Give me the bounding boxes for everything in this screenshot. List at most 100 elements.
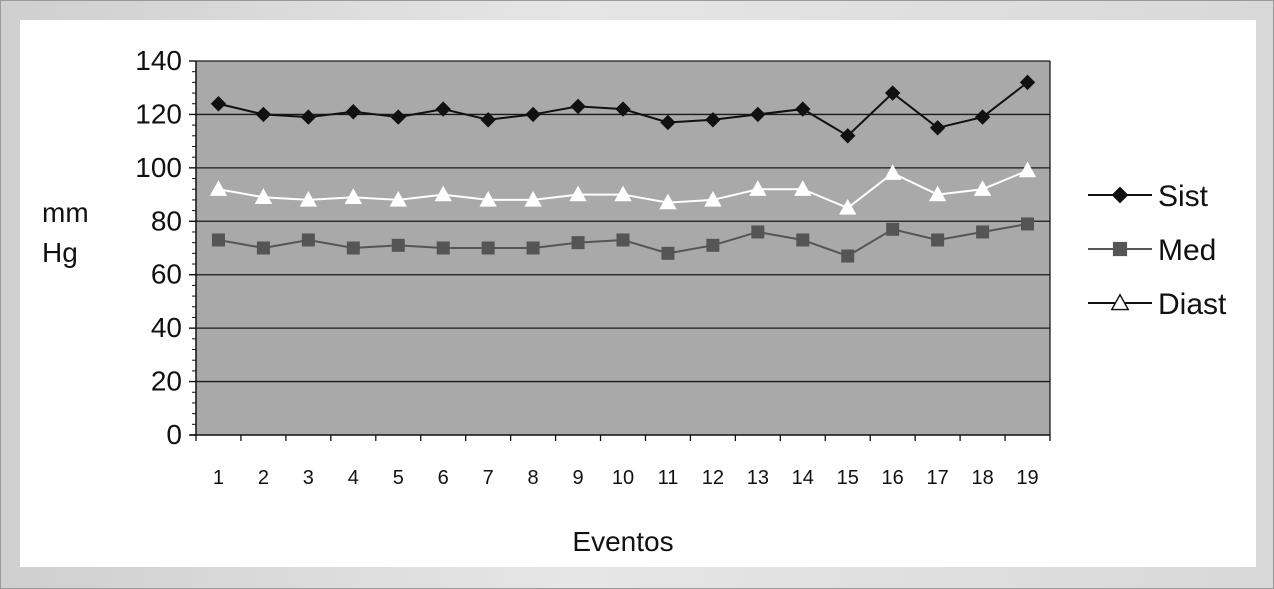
point-Med-17 xyxy=(931,233,945,247)
legend-marker-Sist xyxy=(1111,186,1129,204)
point-Diast-13 xyxy=(749,180,767,196)
point-Med-14 xyxy=(796,233,810,247)
point-Diast-3 xyxy=(299,190,318,207)
point-Sist-16 xyxy=(884,85,901,101)
legend-item-Diast: Diast xyxy=(1088,288,1227,321)
point-Med-15 xyxy=(841,249,855,263)
y-tick-label-60: 60 xyxy=(151,259,182,290)
legend: Sist Med Diast xyxy=(1088,180,1227,321)
x-tick-labels: 1 2 3 4 5 6 7 8 9 10 11 12 13 14 15 16 17 18 19 xyxy=(213,467,1039,489)
y-axis-label-line-2: Hg xyxy=(42,237,78,268)
point-Med-9 xyxy=(571,236,585,250)
point-Med-5 xyxy=(391,238,405,252)
point-Diast-18 xyxy=(973,180,992,196)
point-Diast-10 xyxy=(614,185,632,202)
x-tick-label-11: 11 xyxy=(658,467,679,489)
plot-area xyxy=(196,61,1050,435)
point-Med-10 xyxy=(616,233,630,247)
point-Diast-7 xyxy=(479,190,497,207)
series-Med xyxy=(211,217,1035,263)
x-tick-label-2: 2 xyxy=(258,467,269,489)
legend-item-Sist: Sist xyxy=(1088,180,1209,213)
x-tick-label-8: 8 xyxy=(528,467,539,489)
x-tick-label-5: 5 xyxy=(393,467,404,489)
point-Sist-5 xyxy=(390,109,406,125)
x-tick-label-15: 15 xyxy=(837,467,859,489)
point-Diast-6 xyxy=(434,185,452,202)
x-axis-label: Eventos xyxy=(572,526,673,557)
point-Diast-15 xyxy=(839,198,857,215)
chart-panel: 0 20 40 60 80 100 120 140 1 2 3 4 5 6 7 8 9 10 11 12 13 14 15… xyxy=(20,20,1256,567)
x-tick-label-6: 6 xyxy=(438,467,449,489)
point-Diast-5 xyxy=(389,190,407,207)
legend-label-Diast: Diast xyxy=(1158,288,1227,321)
point-Sist-7 xyxy=(480,112,496,128)
point-Sist-19 xyxy=(1019,74,1036,91)
x-tick-label-12: 12 xyxy=(702,467,724,489)
x-tick-label-4: 4 xyxy=(348,467,359,489)
y-tick-label-40: 40 xyxy=(151,312,182,343)
point-Med-11 xyxy=(661,246,675,260)
y-tick-labels: 0 20 40 60 80 100 120 140 xyxy=(135,45,182,450)
point-Med-8 xyxy=(526,241,540,255)
point-Med-19 xyxy=(1021,217,1035,231)
y-tick-label-100: 100 xyxy=(135,152,182,183)
point-Diast-9 xyxy=(569,185,587,202)
point-Diast-8 xyxy=(524,190,542,207)
y-axis-label-line-1: mm xyxy=(42,197,89,228)
y-tick-label-0: 0 xyxy=(166,419,182,450)
point-Med-13 xyxy=(751,225,765,239)
point-Diast-14 xyxy=(794,180,812,196)
point-Sist-9 xyxy=(570,98,586,115)
point-Diast-2 xyxy=(254,188,273,204)
point-Diast-11 xyxy=(659,193,677,210)
point-Med-1 xyxy=(211,233,225,247)
point-Sist-13 xyxy=(750,106,766,123)
y-tick-label-20: 20 xyxy=(151,366,182,397)
point-Sist-6 xyxy=(435,101,451,117)
point-Sist-10 xyxy=(615,101,631,117)
point-Sist-8 xyxy=(525,106,541,123)
legend-label-Sist: Sist xyxy=(1158,180,1209,213)
series-group xyxy=(209,74,1037,263)
legend-marker-Med xyxy=(1112,241,1128,257)
point-Med-2 xyxy=(256,241,270,255)
x-tick-label-9: 9 xyxy=(572,467,583,489)
series-Diast xyxy=(209,161,1037,215)
point-Med-16 xyxy=(886,222,900,236)
point-Sist-14 xyxy=(795,101,811,117)
x-tick-label-14: 14 xyxy=(792,467,814,489)
point-Diast-16 xyxy=(883,164,902,180)
point-Diast-17 xyxy=(928,185,947,202)
point-Sist-4 xyxy=(345,104,362,120)
y-tick-label-140: 140 xyxy=(135,45,182,76)
point-Sist-11 xyxy=(660,114,676,131)
x-tick-label-3: 3 xyxy=(303,467,314,489)
x-tick-label-1: 1 xyxy=(213,467,224,489)
x-tick-label-17: 17 xyxy=(927,467,949,489)
legend-label-Med: Med xyxy=(1158,234,1216,267)
x-tick-label-10: 10 xyxy=(612,467,634,489)
x-tick-label-13: 13 xyxy=(747,467,769,489)
point-Diast-19 xyxy=(1018,161,1037,178)
point-Sist-17 xyxy=(929,120,946,136)
x-tick-label-16: 16 xyxy=(882,467,904,489)
y-tick-label-80: 80 xyxy=(151,205,182,236)
point-Med-3 xyxy=(301,233,315,247)
point-Med-7 xyxy=(481,241,495,255)
y-tick-label-120: 120 xyxy=(135,98,182,129)
point-Med-18 xyxy=(976,225,990,239)
y-axis-label: mm Hg xyxy=(42,197,89,268)
point-Diast-4 xyxy=(344,188,363,204)
legend-item-Med: Med xyxy=(1088,234,1216,267)
point-Sist-1 xyxy=(210,96,227,112)
point-Sist-3 xyxy=(300,109,317,125)
point-Med-4 xyxy=(346,241,360,255)
point-Sist-18 xyxy=(974,109,991,125)
x-tick-label-7: 7 xyxy=(483,467,494,489)
axes xyxy=(189,60,1051,441)
point-Med-6 xyxy=(436,241,450,255)
point-Diast-12 xyxy=(704,190,722,207)
point-Sist-2 xyxy=(255,106,272,123)
